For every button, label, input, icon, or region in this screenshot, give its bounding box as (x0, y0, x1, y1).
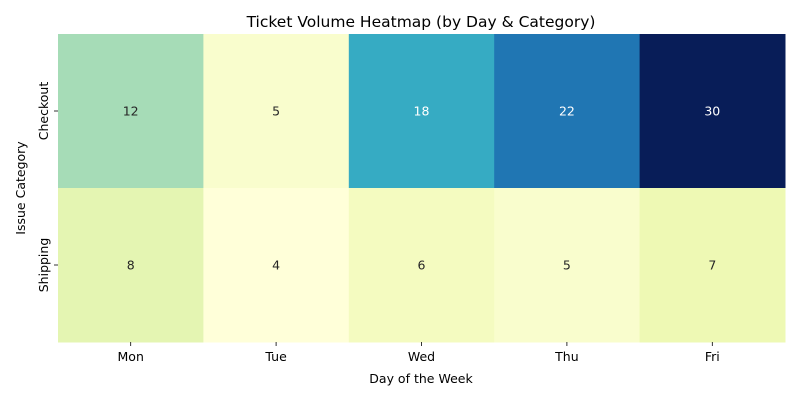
y-axis-ticks: Checkout Shipping (36, 82, 58, 293)
x-tick-label: Mon (118, 349, 144, 364)
chart-title: Ticket Volume Heatmap (by Day & Category… (246, 13, 596, 31)
heatmap-cells: 12 5 18 22 30 8 4 6 5 7 (58, 34, 786, 343)
heatmap-cell-checkout-thu (494, 34, 641, 189)
cell-value-label: 30 (704, 104, 720, 119)
cell-value-label: 18 (414, 104, 430, 119)
cell-value-label: 6 (418, 258, 426, 273)
cell-value-label: 7 (708, 258, 716, 273)
x-tick-label: Fri (705, 349, 720, 364)
x-axis-label: Day of the Week (369, 371, 473, 386)
heatmap-cell-checkout-wed (348, 34, 495, 189)
y-axis-label: Issue Category (13, 141, 28, 235)
heatmap-cell-shipping-mon (58, 188, 204, 343)
cell-value-label: 5 (272, 104, 280, 119)
heatmap-cell-shipping-fri (639, 188, 786, 343)
x-tick-label: Wed (408, 349, 435, 364)
heatmap-cell-shipping-tue (203, 188, 350, 343)
cell-value-label: 12 (123, 104, 139, 119)
cell-value-label: 8 (127, 258, 135, 273)
heatmap-cell-checkout-fri (639, 34, 786, 189)
x-tick-label: Thu (554, 349, 578, 364)
heatmap-cell-checkout-mon (58, 34, 204, 189)
heatmap-cell-checkout-tue (203, 34, 350, 189)
cell-value-label: 5 (563, 258, 571, 273)
x-axis-ticks: Mon Tue Wed Thu Fri (118, 342, 720, 364)
y-tick-label: Shipping (36, 238, 51, 293)
y-tick-label: Checkout (36, 82, 51, 141)
heatmap-cell-shipping-thu (494, 188, 641, 343)
cell-value-label: 4 (272, 258, 280, 273)
x-tick-label: Tue (264, 349, 287, 364)
cell-value-label: 22 (559, 104, 575, 119)
heatmap-cell-shipping-wed (348, 188, 495, 343)
